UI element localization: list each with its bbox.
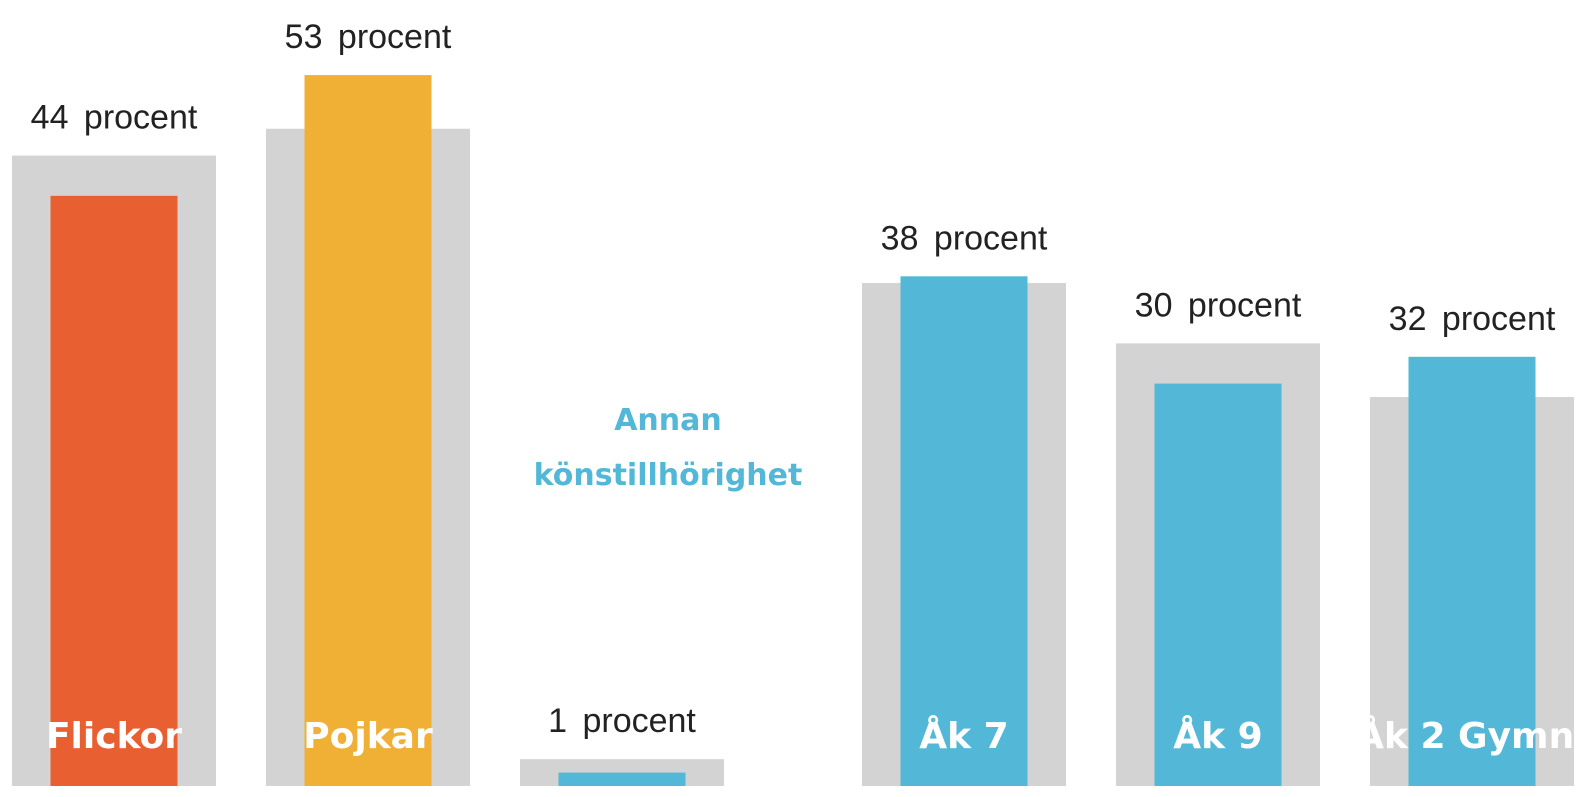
value-label: 38 procent (881, 219, 1048, 257)
bar (304, 75, 432, 787)
value-label: 44 procent (31, 99, 198, 137)
value-label: 32 procent (1389, 300, 1556, 338)
bar (558, 772, 686, 786)
bar (1154, 383, 1282, 786)
category-label: Åk 9 (1173, 716, 1263, 757)
category-label: Annan könstillhörighet (533, 403, 803, 493)
bar (1408, 356, 1536, 786)
bar (900, 276, 1028, 786)
category-label: Åk 2 Gymn. (1356, 716, 1588, 757)
value-label: 53 procent (285, 18, 452, 56)
category-label: Åk 7 (919, 716, 1009, 757)
category-label: Flickor (45, 716, 183, 757)
value-label: 1 procent (548, 702, 696, 740)
category-label: Pojkar (303, 716, 433, 757)
bar (50, 195, 178, 786)
value-label: 30 procent (1135, 286, 1302, 324)
